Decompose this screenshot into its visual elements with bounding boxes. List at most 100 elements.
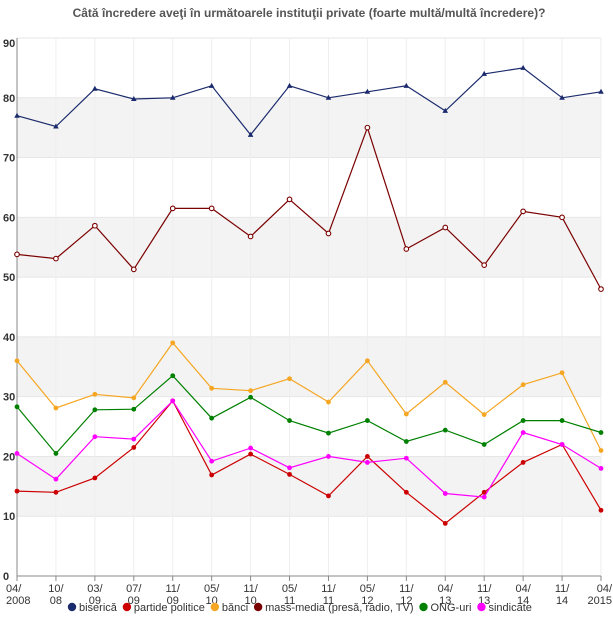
series-3 — [14, 124, 604, 292]
y-tick-label: 90 — [3, 38, 15, 50]
data-point — [403, 411, 409, 417]
data-point — [53, 451, 59, 456]
data-point — [131, 436, 137, 442]
data-point — [598, 507, 604, 513]
x-tick-label: 14 — [556, 595, 568, 607]
y-tick-label: 40 — [3, 332, 15, 344]
data-point — [598, 430, 604, 435]
data-point — [209, 472, 215, 478]
x-tick-label: 07/ — [126, 583, 142, 595]
legend-item: partide politice — [122, 602, 205, 614]
x-tick-label: 11/ — [399, 583, 414, 595]
y-tick-label: 20 — [3, 451, 15, 463]
data-point — [14, 251, 20, 258]
x-tick-label: 10/ — [48, 583, 64, 595]
x-tick-label: 03/ — [87, 583, 103, 595]
data-point — [209, 458, 215, 464]
y-tick-labels: 0 10 20 30 40 50 60 70 80 90 — [3, 38, 15, 583]
legend-item: mass-media (presă, radio, TV) — [253, 602, 414, 614]
series-line — [16, 341, 602, 451]
x-tick-label: 12 — [361, 595, 373, 607]
x-tick-label: 08 — [50, 595, 62, 607]
series-line — [16, 374, 602, 455]
grid-band — [17, 97, 601, 158]
legend-label: partide politice — [134, 602, 205, 614]
data-point — [481, 489, 487, 495]
data-point — [14, 488, 20, 494]
x-tick-label: 11/ — [555, 583, 570, 595]
grid-bands — [17, 97, 601, 517]
x-tick-label: 05/ — [360, 583, 376, 595]
legend-marker — [477, 602, 486, 612]
series-5 — [14, 398, 604, 500]
x-tick-label: 11 — [323, 595, 334, 607]
data-point — [559, 214, 565, 221]
data-point — [325, 230, 332, 237]
data-point — [364, 88, 371, 94]
data-point — [326, 493, 331, 499]
data-point — [208, 205, 215, 212]
chart-title: Câtă încredere aveţi în următoarele inst… — [73, 6, 546, 20]
data-point — [559, 442, 565, 447]
data-point — [170, 373, 176, 379]
data-point — [365, 358, 370, 364]
grid-band — [17, 336, 601, 397]
data-point — [14, 112, 20, 118]
data-point — [559, 418, 565, 423]
data-point — [248, 388, 254, 394]
data-point — [53, 405, 59, 411]
legend-marker — [253, 602, 263, 612]
series-0 — [14, 64, 604, 137]
y-tick-label: 70 — [3, 153, 15, 165]
x-tick-label: 05/ — [204, 583, 220, 595]
data-point — [520, 460, 526, 465]
legend-label: mass-media (presă, radio, TV) — [265, 602, 413, 614]
y-tick-label: 10 — [3, 511, 15, 523]
data-point — [286, 196, 293, 203]
x-tick-labels: 04/200810/0803/0907/0911/0905/1011/1005/… — [6, 576, 613, 607]
legend-item: sindicate — [477, 602, 532, 614]
data-point — [131, 445, 137, 450]
data-point — [287, 376, 292, 382]
data-point — [403, 246, 410, 252]
data-point — [208, 82, 215, 88]
grid-band — [17, 456, 601, 517]
data-point — [287, 418, 292, 423]
data-point — [365, 460, 370, 465]
data-point — [365, 454, 370, 459]
data-point — [287, 471, 292, 477]
data-point — [403, 489, 409, 495]
legend-label: ONG-uri — [431, 602, 472, 614]
x-tick-label: 04/ — [515, 583, 531, 595]
data-point — [170, 340, 176, 346]
data-point — [247, 131, 254, 137]
data-point — [209, 385, 215, 391]
legend-item: ONG-uri — [419, 602, 471, 614]
data-point — [559, 370, 565, 376]
data-point — [92, 222, 98, 229]
data-point — [286, 82, 293, 88]
data-point — [131, 395, 137, 401]
data-point — [442, 520, 448, 526]
data-point — [92, 391, 98, 397]
x-tick-label: 11/ — [477, 583, 492, 595]
data-point — [326, 430, 331, 436]
data-point — [520, 208, 526, 215]
series-line — [16, 399, 602, 498]
data-point — [53, 476, 59, 482]
data-point — [403, 439, 409, 444]
data-point — [598, 286, 604, 292]
data-point — [403, 455, 409, 461]
x-tick-label: 11/ — [165, 583, 180, 595]
x-tick-label: 10 — [244, 595, 256, 607]
data-point — [131, 406, 137, 412]
series-line — [16, 399, 602, 525]
x-tick-label: 2015 — [588, 595, 612, 607]
data-point — [169, 205, 176, 212]
data-point — [481, 70, 487, 76]
data-point — [442, 491, 448, 496]
data-point — [326, 454, 331, 459]
legend-item: biserică — [67, 602, 118, 614]
